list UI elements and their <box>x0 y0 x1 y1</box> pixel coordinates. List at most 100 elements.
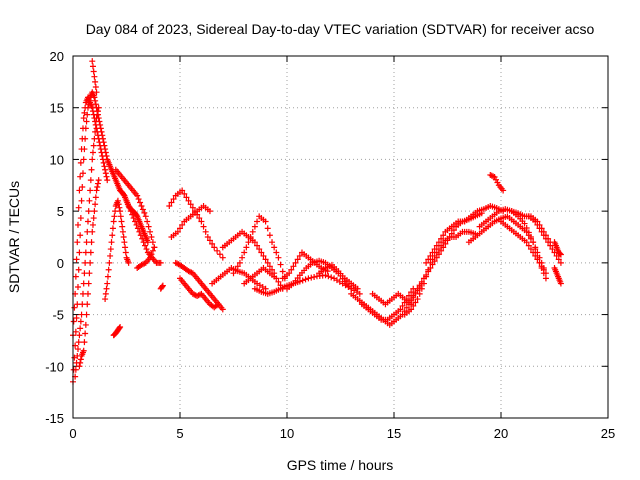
data-point <box>288 266 295 273</box>
data-point <box>116 325 123 332</box>
data-point <box>80 347 87 354</box>
data-point <box>527 234 534 240</box>
data-marks <box>70 58 564 385</box>
data-point <box>134 225 141 232</box>
series-arc-19 <box>241 265 286 292</box>
data-point <box>211 244 218 251</box>
data-point <box>414 296 421 303</box>
data-point <box>80 115 87 122</box>
data-point <box>545 239 552 246</box>
data-point <box>553 252 560 259</box>
data-point <box>264 225 271 232</box>
data-point <box>120 234 127 240</box>
data-point <box>215 301 222 308</box>
data-point <box>111 213 118 220</box>
data-point <box>74 221 81 228</box>
data-point <box>109 225 116 232</box>
data-point <box>416 282 423 289</box>
data-point <box>139 235 146 242</box>
data-point <box>105 266 112 273</box>
data-point <box>245 239 252 246</box>
data-point <box>448 230 455 237</box>
data-point <box>325 273 332 280</box>
data-point <box>100 159 107 166</box>
data-point <box>140 239 147 246</box>
data-point <box>89 63 96 70</box>
data-point <box>92 194 99 201</box>
data-point <box>260 252 267 259</box>
data-point <box>126 204 133 211</box>
data-point <box>85 208 92 215</box>
data-point <box>294 256 301 263</box>
data-point <box>414 285 421 292</box>
data-point <box>76 249 83 256</box>
data-point <box>86 197 93 204</box>
data-point <box>354 285 361 292</box>
data-point <box>254 242 261 249</box>
data-point <box>435 251 442 258</box>
data-point <box>77 359 84 366</box>
data-point <box>134 192 141 199</box>
data-point <box>311 273 318 280</box>
data-point <box>116 204 123 211</box>
data-point <box>110 218 117 225</box>
data-point <box>266 263 273 270</box>
data-point <box>262 218 269 225</box>
data-point <box>101 163 108 170</box>
data-point <box>77 318 84 325</box>
data-point <box>118 218 125 225</box>
data-point <box>72 366 79 373</box>
data-point <box>95 104 102 111</box>
data-point <box>532 218 539 225</box>
data-point <box>299 277 306 284</box>
data-point <box>273 275 280 282</box>
data-point <box>102 296 109 303</box>
series-arc-6 <box>102 197 132 303</box>
data-point <box>77 173 84 180</box>
data-point <box>102 170 109 177</box>
data-point <box>121 239 128 246</box>
data-point <box>86 270 93 277</box>
data-point <box>216 251 223 258</box>
data-point <box>117 208 124 215</box>
data-point <box>102 290 109 297</box>
data-point <box>408 306 415 313</box>
data-point <box>92 78 99 85</box>
data-point <box>542 275 549 282</box>
data-point <box>403 304 410 311</box>
data-point <box>273 249 280 256</box>
data-point <box>94 180 101 187</box>
data-point <box>232 266 239 273</box>
series-arc-18 <box>230 213 288 282</box>
data-point <box>141 209 148 216</box>
data-point <box>91 94 98 101</box>
data-point <box>83 311 90 318</box>
series-arc-9 <box>123 197 164 266</box>
data-point <box>77 356 84 363</box>
x-axis-label: GPS time / hours <box>287 457 394 473</box>
data-point <box>198 218 205 225</box>
data-point <box>247 234 254 240</box>
data-point <box>209 240 216 247</box>
data-point <box>251 239 258 246</box>
data-point <box>104 280 111 287</box>
x-tick-label: 10 <box>280 426 294 441</box>
data-point <box>117 323 124 330</box>
data-point <box>435 239 442 246</box>
series-arc-28 <box>408 210 485 303</box>
data-point <box>557 250 564 257</box>
data-point <box>91 208 98 215</box>
data-point <box>219 254 226 261</box>
data-point <box>410 292 417 299</box>
series-arc-1 <box>70 89 151 385</box>
data-point <box>542 270 549 277</box>
data-point <box>412 299 419 306</box>
data-point <box>129 211 136 218</box>
data-point <box>196 215 203 222</box>
data-point <box>91 135 98 142</box>
data-point <box>132 218 139 225</box>
data-point <box>94 108 101 115</box>
data-point <box>427 252 434 259</box>
data-point <box>420 275 427 282</box>
